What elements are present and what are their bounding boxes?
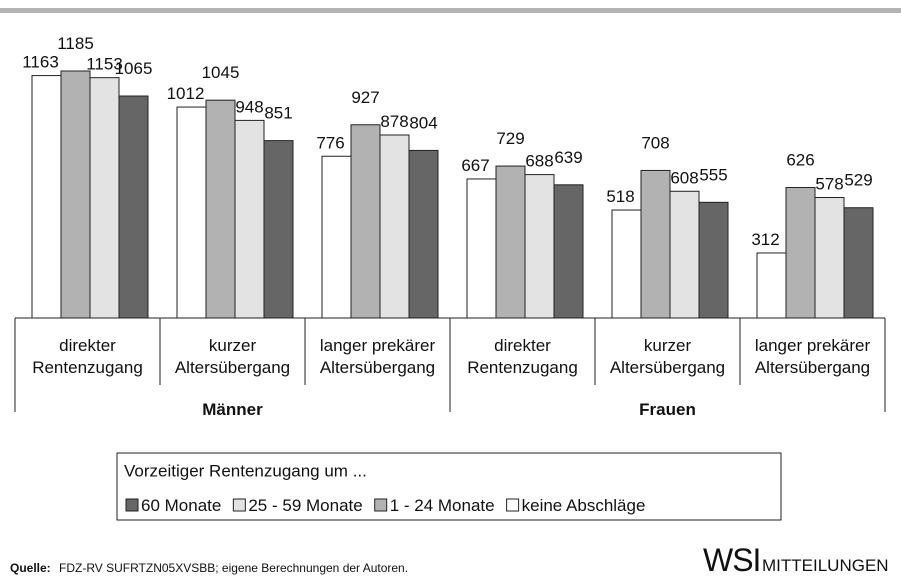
legend-box (116, 452, 782, 521)
value-label: 1012 (167, 84, 205, 103)
legend-label: 25 - 59 Monate (248, 496, 362, 515)
legend-label: 60 Monate (141, 496, 221, 515)
value-label: 518 (606, 187, 634, 206)
bar (466, 178, 497, 319)
value-label: 688 (525, 152, 553, 171)
bar (698, 201, 729, 319)
bar (495, 165, 526, 319)
category-label: langer prekärer (755, 336, 871, 355)
value-label: 1045 (202, 63, 240, 82)
legend-title: Vorzeitiger Rentenzugang um ... (124, 461, 367, 480)
bar (263, 140, 294, 319)
bar (379, 134, 410, 319)
category-label: Rentenzugang (467, 358, 578, 377)
bar (814, 197, 845, 319)
bar (843, 207, 874, 319)
value-label: 639 (554, 148, 582, 167)
bar (176, 106, 207, 319)
bar (205, 99, 236, 319)
value-label: 729 (496, 129, 524, 148)
category-label: Altersübergang (610, 358, 725, 377)
value-label: 1185 (57, 34, 94, 53)
value-label: 608 (670, 168, 698, 187)
legend-swatch (506, 498, 520, 512)
value-label: 1163 (22, 53, 59, 72)
bar (553, 184, 584, 319)
bar (640, 169, 671, 319)
category-label: Altersübergang (755, 358, 870, 377)
category-label: kurzer (209, 336, 257, 355)
legend-swatch (232, 498, 246, 512)
category-label: direkter (59, 336, 116, 355)
logo-sub: MITTEILUNGEN (762, 556, 889, 575)
bar (669, 190, 700, 319)
legend-swatch (374, 498, 388, 512)
value-label: 667 (461, 156, 489, 175)
category-label: kurzer (644, 336, 692, 355)
value-label: 312 (751, 230, 779, 249)
bar (524, 174, 555, 319)
category-label: Rentenzugang (32, 358, 143, 377)
value-label: 578 (815, 175, 843, 194)
value-label: 804 (409, 113, 437, 132)
bar (60, 70, 91, 319)
category-label: Altersübergang (320, 358, 435, 377)
source-label: Quelle: (10, 561, 51, 575)
legend-label: keine Abschläge (522, 496, 646, 515)
category-label: Altersübergang (175, 358, 290, 377)
bar (89, 77, 120, 319)
bar (31, 75, 62, 319)
top-rule (0, 8, 901, 13)
bar (118, 95, 149, 319)
value-label: 529 (844, 171, 872, 190)
bar (321, 155, 352, 319)
legend-label: 1 - 24 Monate (390, 496, 495, 515)
value-label: 626 (786, 151, 814, 170)
bar (350, 124, 381, 319)
group-label: Frauen (639, 400, 696, 419)
bar (611, 209, 642, 319)
category-label: langer prekärer (320, 336, 436, 355)
logo-main: WSI (703, 542, 760, 578)
value-label: 851 (264, 104, 292, 123)
value-label: 1153 (86, 55, 123, 74)
bar (408, 149, 439, 319)
value-label: 555 (699, 165, 727, 184)
value-label: 708 (641, 133, 669, 152)
value-label: 878 (380, 112, 408, 131)
legend-swatch (125, 498, 139, 512)
bar (756, 252, 787, 319)
value-label: 1065 (115, 59, 153, 78)
value-label: 927 (351, 88, 379, 107)
bar (785, 187, 816, 319)
value-label: 948 (235, 97, 263, 116)
value-label: 776 (316, 133, 344, 152)
source-text: FDZ-RV SUFRTZN05XVSBB; eigene Berechnung… (59, 561, 408, 575)
bar (234, 119, 265, 319)
group-label: Männer (202, 400, 263, 419)
category-label: direkter (494, 336, 551, 355)
